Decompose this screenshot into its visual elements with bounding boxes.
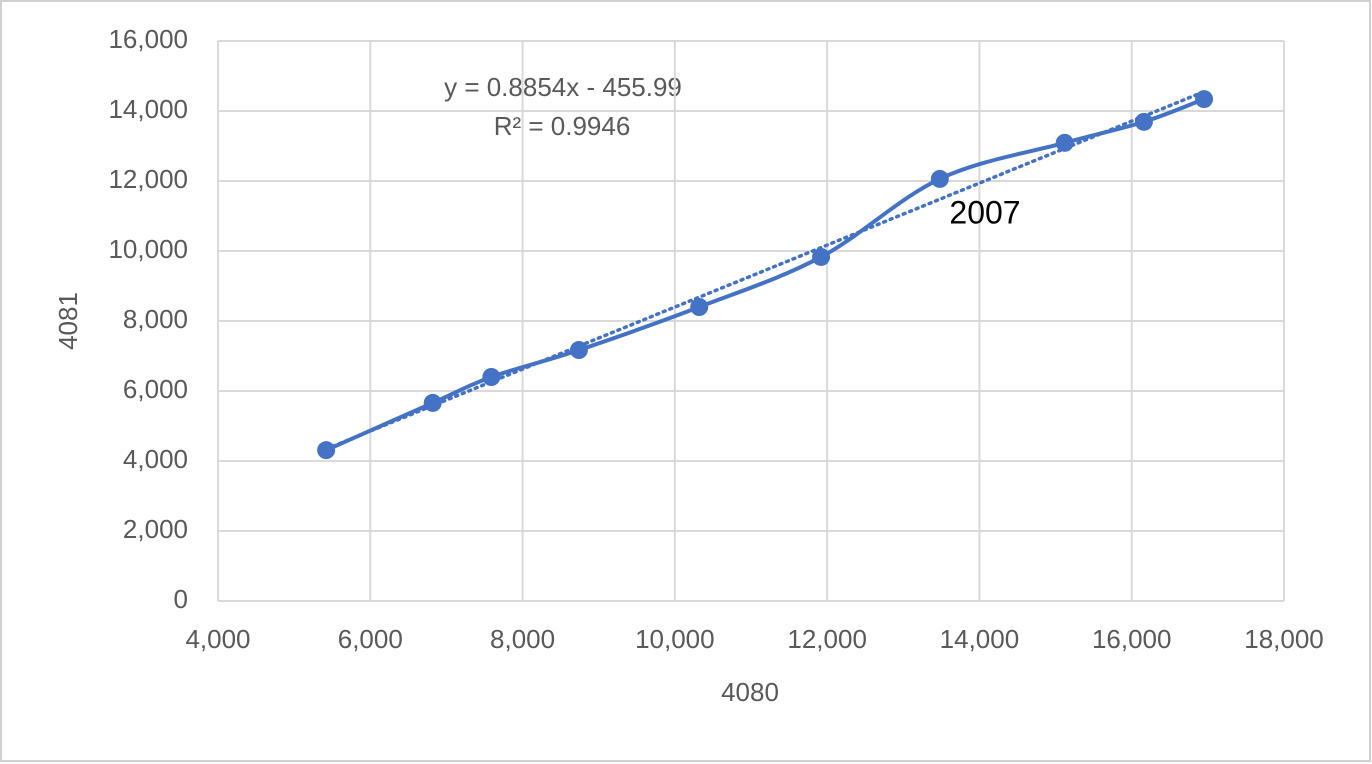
data-point <box>1195 90 1214 109</box>
y-tick-label: 16,000 <box>108 24 188 54</box>
x-tick-label: 12,000 <box>787 624 867 654</box>
data-point <box>690 298 709 316</box>
x-tick-label: 4,000 <box>185 624 250 654</box>
trendline <box>324 89 1206 451</box>
trendline-equation: y = 0.8854x - 455.99 <box>444 72 682 102</box>
y-tick-label: 8,000 <box>123 304 188 334</box>
x-tick-label: 6,000 <box>338 624 403 654</box>
x-tick-label: 16,000 <box>1092 624 1172 654</box>
data-point <box>569 341 588 360</box>
data-point <box>317 441 336 460</box>
y-tick-label: 14,000 <box>108 94 188 124</box>
x-tick-label: 10,000 <box>635 624 715 654</box>
data-point <box>1055 133 1074 152</box>
y-tick-label: 6,000 <box>123 374 188 404</box>
data-point <box>812 247 831 266</box>
x-tick-label: 8,000 <box>490 624 555 654</box>
data-point <box>482 368 501 386</box>
y-tick-label: 10,000 <box>108 234 188 264</box>
trendline-r-squared: R² = 0.9946 <box>494 111 631 141</box>
series-line <box>325 97 1205 452</box>
x-tick-label: 14,000 <box>940 624 1020 654</box>
x-tick-label: 18,000 <box>1244 624 1324 654</box>
data-point <box>1134 112 1153 131</box>
data-point <box>930 169 949 188</box>
y-tick-label: 0 <box>174 584 188 614</box>
x-axis-title: 4080 <box>721 677 779 707</box>
y-tick-label: 2,000 <box>123 514 188 544</box>
y-axis-title: 4081 <box>53 292 83 350</box>
y-tick-label: 12,000 <box>108 164 188 194</box>
annotation: 2007 <box>949 194 1020 230</box>
data-point <box>423 393 442 412</box>
y-tick-label: 4,000 <box>123 444 188 474</box>
